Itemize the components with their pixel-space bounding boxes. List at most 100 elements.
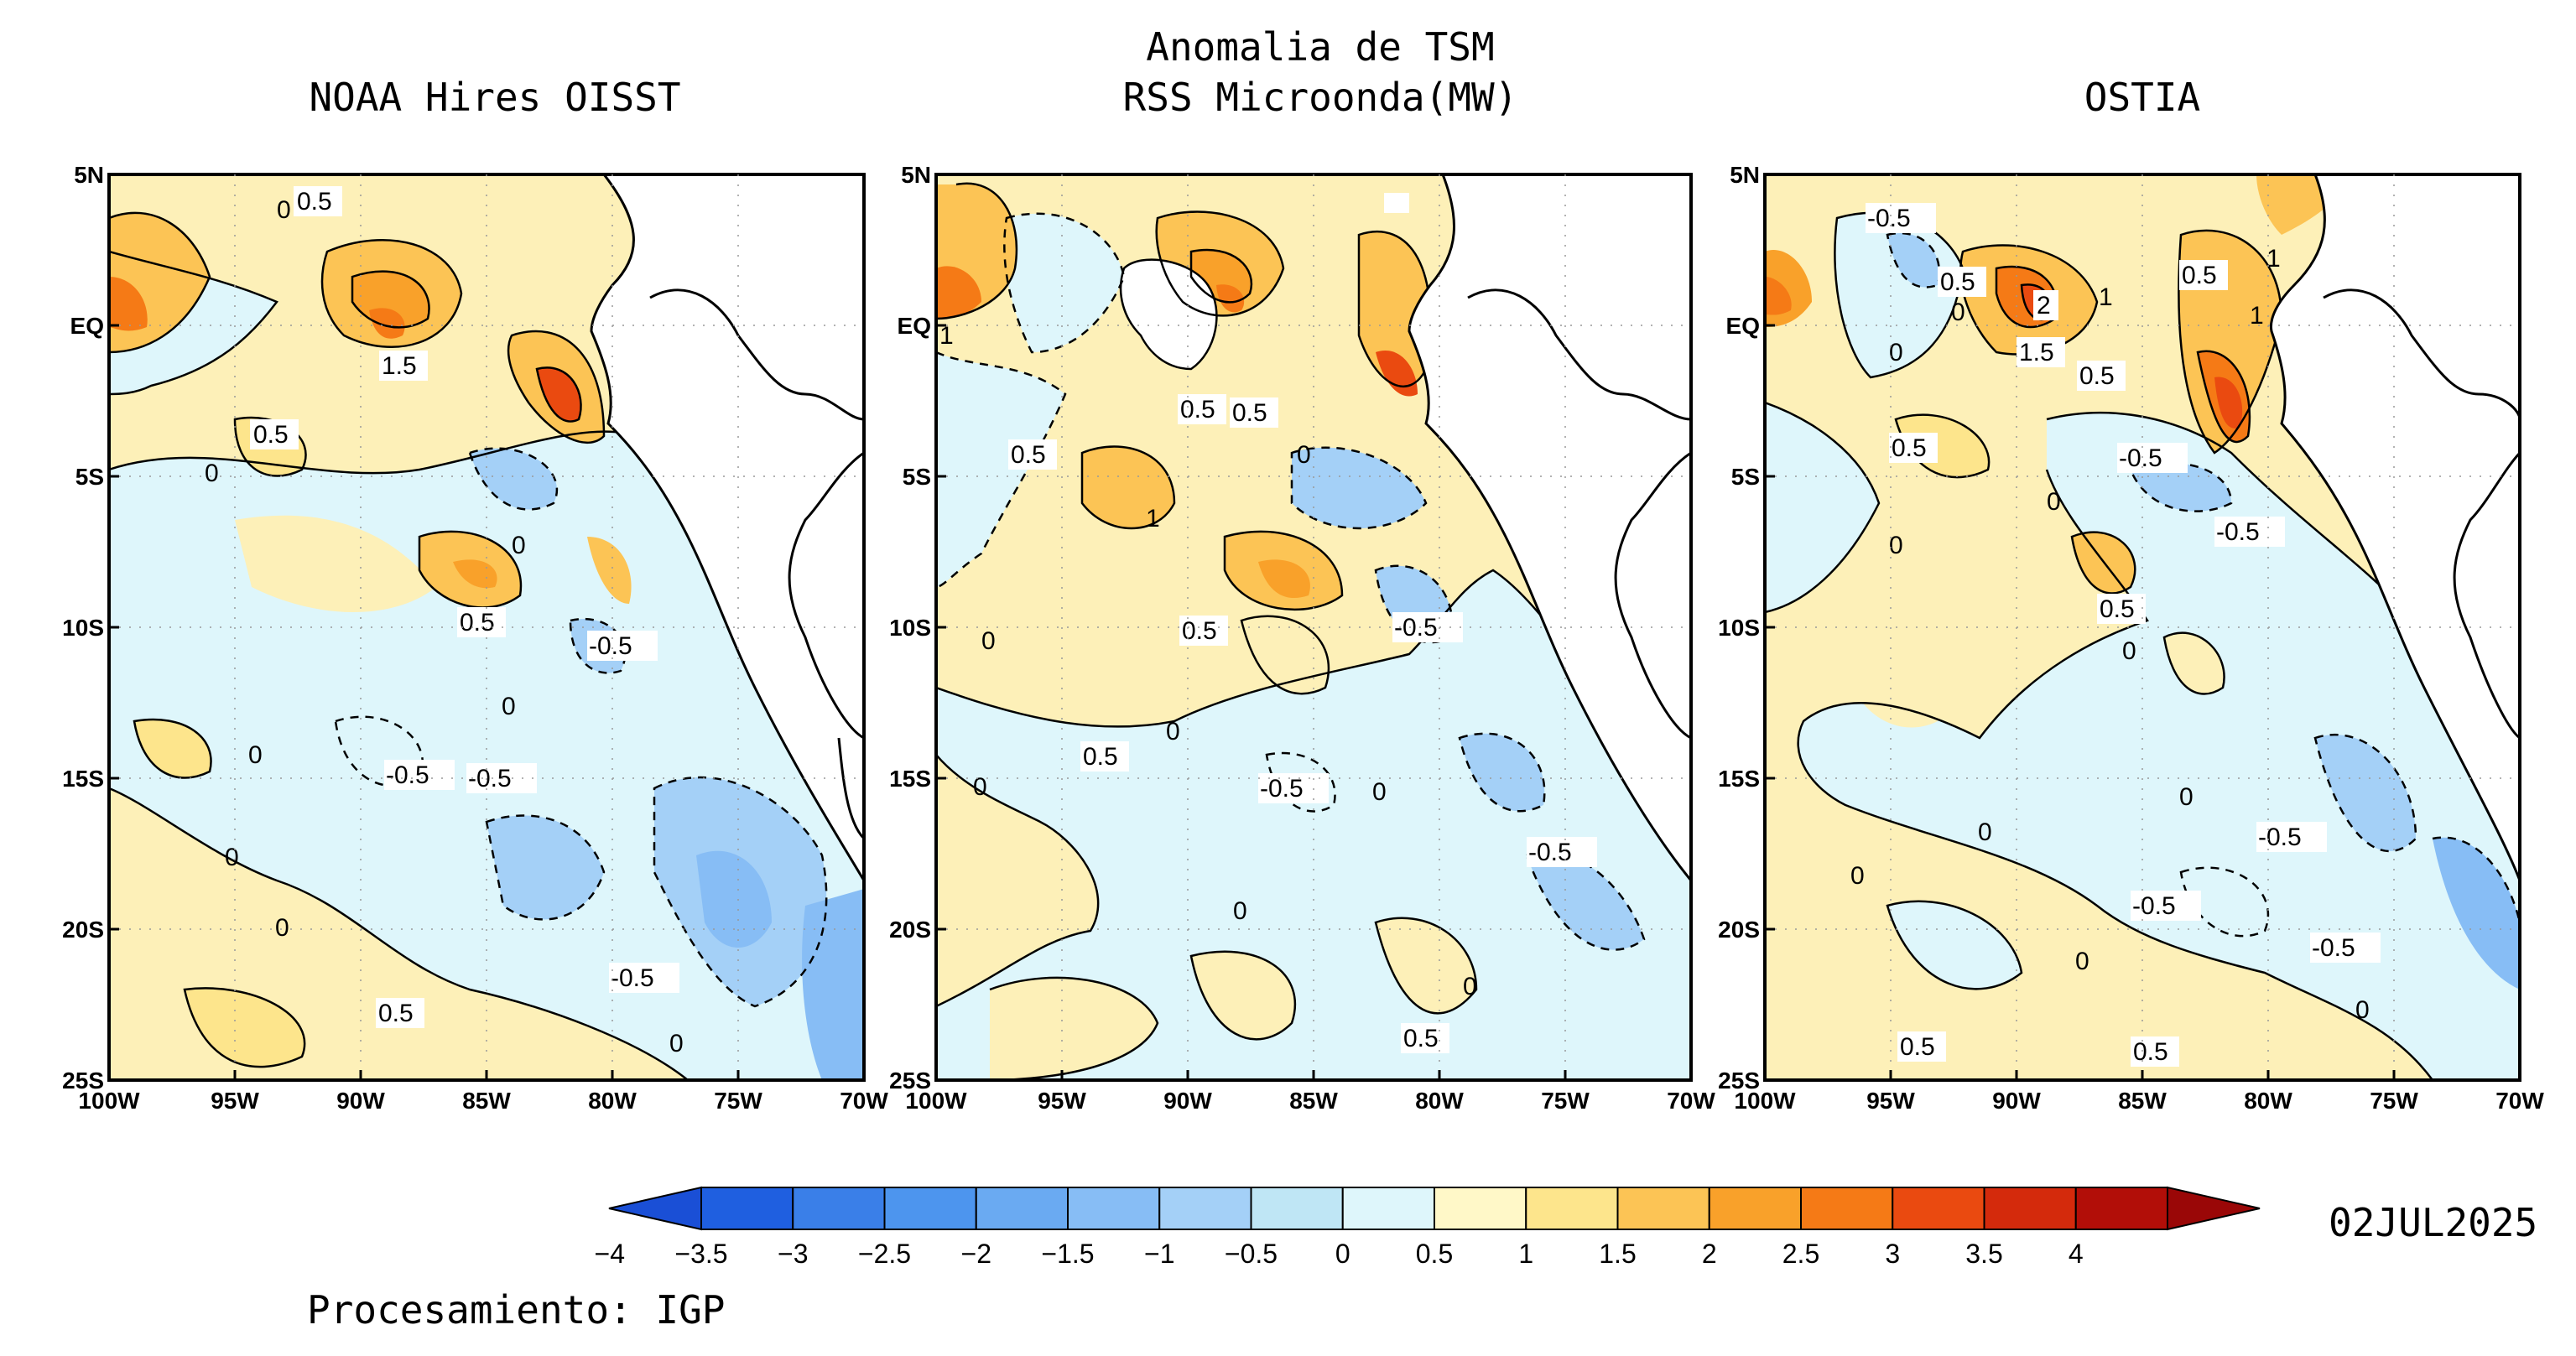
colorbar-tick-label: 3.5 bbox=[1965, 1239, 2002, 1269]
contour-label: 0 bbox=[512, 532, 526, 559]
contour-label: -0.5 bbox=[2132, 892, 2176, 920]
colorbar-tick-label: 4 bbox=[2069, 1239, 2084, 1269]
colorbar-swatch bbox=[2074, 1187, 2168, 1230]
contour-label: 0 bbox=[275, 914, 289, 942]
latitude-label: 10S bbox=[889, 615, 931, 641]
contour-label: -0.5 bbox=[386, 761, 429, 789]
contour-label: 0 bbox=[1951, 299, 1965, 326]
contour-label: 0 bbox=[1978, 818, 1992, 846]
contour-label: 0 bbox=[981, 627, 996, 655]
contour-label: 0 bbox=[1889, 532, 1903, 559]
contour-label: 0 bbox=[277, 196, 291, 224]
contour-label: 1 bbox=[939, 322, 954, 350]
longitude-label: 100W bbox=[1734, 1088, 1796, 1114]
contour-label: -0.5 bbox=[611, 964, 654, 992]
colorbar-tick-label: −1.5 bbox=[1041, 1239, 1094, 1269]
contour-label: 0 bbox=[2179, 783, 2194, 811]
colorbar-swatch bbox=[975, 1187, 1069, 1230]
latitude-label: 15S bbox=[62, 766, 104, 792]
contour-label: 0.5 bbox=[378, 1000, 414, 1027]
longitude-label: 90W bbox=[1992, 1088, 2041, 1114]
colorbar: −4 −3.5 −3 −2.5 −2 −1.5 −1 −0.5 0 0.5 1 1.5 2 2.5 3 3.5… bbox=[595, 1186, 2261, 1269]
colorbar-swatch bbox=[1341, 1187, 1435, 1230]
latitude-label: EQ bbox=[1726, 313, 1760, 339]
colorbar-swatch bbox=[792, 1187, 886, 1230]
contour-label: 0.5 bbox=[1900, 1033, 1935, 1061]
latitude-label: EQ bbox=[898, 313, 931, 339]
colorbar-swatch bbox=[1983, 1187, 2077, 1230]
contour-label: 0 bbox=[1297, 441, 1311, 469]
latitude-label: 5N bbox=[901, 162, 931, 188]
colorbar-tick-label: −2.5 bbox=[858, 1239, 911, 1269]
latitude-label: 5S bbox=[1731, 464, 1760, 490]
contour-label: -0.5 bbox=[468, 765, 512, 792]
colorbar-swatch bbox=[1525, 1187, 1619, 1230]
contour-label: -0.5 bbox=[2119, 444, 2162, 472]
contour-labels-panel-2: 1 0.5 0.5 0.5 0 1 0 0.5 -0.5 0.5 0 0 -0.… bbox=[939, 322, 1597, 1053]
contour-label: 0 bbox=[2122, 637, 2136, 665]
longitude-label: 95W bbox=[1866, 1088, 1915, 1114]
contour-label: 1.5 bbox=[382, 352, 417, 380]
contour-labels-panel-1: 0.5 0 1.5 0.5 0 0 0.5 -0.5 0 0 -0.5 -0.5… bbox=[205, 186, 684, 1057]
latitude-label: 25S bbox=[62, 1068, 104, 1094]
contour-label: -0.5 bbox=[589, 632, 632, 660]
contour-label: 0.5 bbox=[1083, 743, 1118, 771]
latitude-label: 5S bbox=[903, 464, 931, 490]
colorbar-tick-label: 0 bbox=[1335, 1239, 1350, 1269]
colorbar-tick-label: −3.5 bbox=[674, 1239, 727, 1269]
contour-label: 0.5 bbox=[1011, 441, 1046, 469]
contour-label: 0 bbox=[205, 460, 219, 487]
latitude-label: 15S bbox=[889, 766, 931, 792]
longitude-label: 75W bbox=[714, 1088, 762, 1114]
longitude-label: 70W bbox=[2495, 1088, 2544, 1114]
longitude-label: 100W bbox=[78, 1088, 140, 1114]
colorbar-tick-label: 3 bbox=[1885, 1239, 1900, 1269]
longitude-label: 95W bbox=[211, 1088, 259, 1114]
contour-label: 0.5 bbox=[1940, 268, 1975, 296]
contour-label: 0 bbox=[2075, 948, 2089, 975]
colorbar-under-arrow bbox=[608, 1186, 702, 1231]
contour-label: 2 bbox=[2037, 292, 2051, 320]
longitude-label: 75W bbox=[1541, 1088, 1590, 1114]
latitude-label: EQ bbox=[70, 313, 104, 339]
colorbar-tick-label: −1 bbox=[1144, 1239, 1174, 1269]
contour-label: 0 bbox=[1166, 718, 1180, 746]
longitude-label: 70W bbox=[840, 1088, 888, 1114]
colorbar-swatch bbox=[1067, 1187, 1161, 1230]
contour-label: 0.5 bbox=[1232, 399, 1267, 427]
contour-label: -0.5 bbox=[2312, 934, 2355, 962]
contour-labels-panel-3: -0.5 0.5 0.5 1 2 0 1 1 0 1.5 0.5 0.5 -0.… bbox=[1850, 203, 2381, 1067]
processing-credit: Procesamiento: IGP bbox=[307, 1287, 726, 1333]
latitude-label: 25S bbox=[1718, 1068, 1760, 1094]
contour-label: 0.5 bbox=[253, 421, 289, 449]
colorbar-tick-label: −2 bbox=[961, 1239, 991, 1269]
longitude-label: 85W bbox=[1289, 1088, 1338, 1114]
contour-label: 0 bbox=[248, 741, 263, 769]
contour-label: 0.5 bbox=[2079, 362, 2115, 390]
contour-label: 1 bbox=[1146, 505, 1160, 533]
contour-label: 1.5 bbox=[2019, 339, 2054, 366]
contour-label: 0.5 bbox=[2100, 595, 2135, 623]
longitude-label: 80W bbox=[2244, 1088, 2292, 1114]
contour-label: 0 bbox=[973, 773, 987, 801]
panel-title-1: NOAA Hires OISST bbox=[309, 75, 680, 120]
colorbar-swatch bbox=[700, 1187, 794, 1230]
colorbar-swatch bbox=[1434, 1187, 1527, 1230]
contour-label: -0.5 bbox=[1260, 775, 1304, 803]
longitude-label: 80W bbox=[588, 1088, 637, 1114]
colorbar-tick-label: 1.5 bbox=[1599, 1239, 1636, 1269]
colorbar-swatch bbox=[1800, 1187, 1894, 1230]
contour-label: -0.5 bbox=[1867, 205, 1911, 232]
contour-label: 0.5 bbox=[2133, 1038, 2168, 1066]
contour-label: 0.5 bbox=[1182, 617, 1217, 645]
contour-label: 0.5 bbox=[460, 609, 495, 636]
contour-label: -0.5 bbox=[2258, 823, 2302, 851]
longitude-label: 90W bbox=[1163, 1088, 1212, 1114]
latitude-label: 20S bbox=[1718, 917, 1760, 943]
colorbar-tick-label: 1 bbox=[1518, 1239, 1533, 1269]
colorbar-tick-label: 2 bbox=[1702, 1239, 1717, 1269]
colorbar-swatch bbox=[1708, 1187, 1802, 1230]
panel-title-2: RSS Microonda(MW) bbox=[1123, 75, 1518, 120]
colorbar-over-arrow bbox=[2167, 1186, 2261, 1231]
